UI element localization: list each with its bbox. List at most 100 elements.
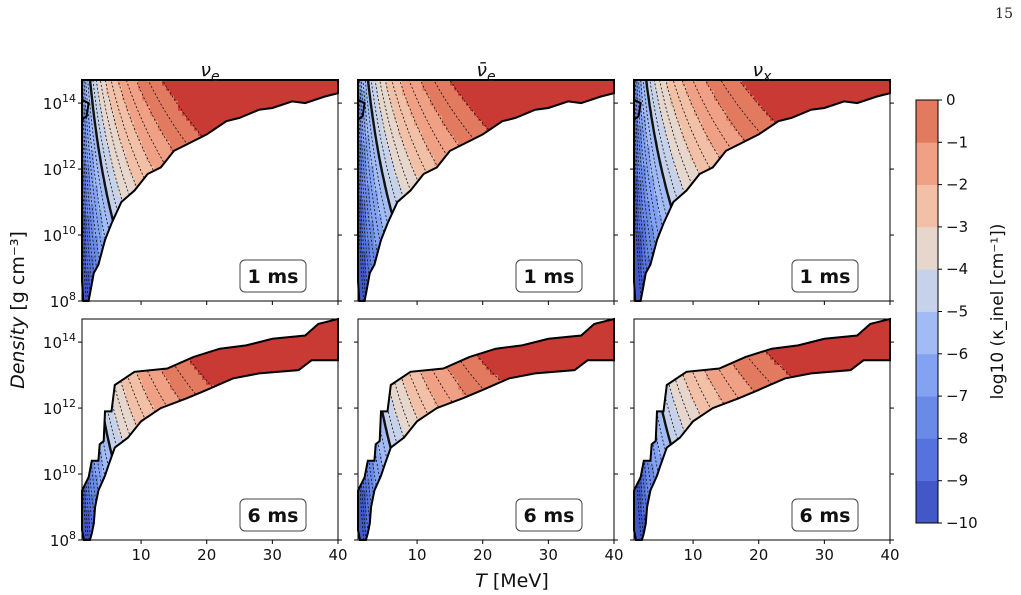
contour-line [362, 80, 403, 301]
colorbar-tick-label: −2 [946, 176, 968, 194]
contour-line [82, 80, 89, 301]
y-tick-label: 1012 [43, 397, 76, 418]
y-tick-label: 1014 [43, 92, 76, 113]
contour-line [642, 80, 697, 301]
time-badge-label: 6 ms [800, 505, 851, 527]
contour-line [82, 319, 89, 540]
domain-boundary [81, 317, 339, 541]
x-tick-label: 30 [263, 546, 282, 564]
colorbar-segment [916, 100, 938, 122]
x-tick-label: 10 [408, 546, 427, 564]
colorbar-segment [916, 417, 938, 439]
contour-line [82, 319, 98, 540]
colorbar-segment [916, 374, 938, 397]
time-badge-box [239, 498, 307, 532]
contour-line [358, 319, 370, 540]
x-tick-label: 20 [197, 546, 216, 564]
y-tick-label: 108 [50, 529, 76, 550]
contour-line [104, 80, 207, 301]
contour-line [634, 319, 645, 540]
colorbar-segment [916, 332, 938, 355]
x-tick-label: 40 [880, 546, 899, 564]
contour-line [634, 80, 648, 301]
contour-line [634, 319, 648, 540]
contour-line [110, 80, 233, 301]
contour-line [364, 80, 413, 301]
column-title: νe [200, 59, 219, 85]
domain-boundary [633, 317, 891, 541]
x-tick-label: 10 [684, 546, 703, 564]
contour-line [100, 80, 186, 301]
panel-frame [633, 79, 891, 302]
contour-line [358, 80, 373, 301]
contour-line [358, 80, 367, 301]
colorbar-segment [916, 353, 938, 376]
panel-1-1: 6 ms 10 20 30 40 [354, 317, 624, 564]
y-axis-label: Density [g cm⁻³] [7, 231, 29, 389]
panel-frame [357, 318, 615, 541]
colorbar-segment [916, 269, 938, 291]
contour-line [358, 319, 365, 540]
colorbar-tick-label: −10 [946, 514, 978, 532]
contour-line [638, 80, 677, 301]
contour-line [82, 319, 92, 540]
time-badge-box [791, 498, 859, 532]
colorbar-tick-label: −5 [946, 303, 968, 321]
y-tick-label: 1010 [43, 224, 76, 245]
x-tick-label: 10 [132, 546, 151, 564]
x-tick-label: 40 [604, 546, 623, 564]
time-badge-box [515, 498, 583, 532]
contour-line [85, 80, 121, 301]
colorbar-segment [916, 142, 938, 164]
contour-line [358, 80, 365, 301]
colorbar-segment [916, 311, 938, 334]
contour-line [449, 80, 614, 243]
contour-line [82, 80, 87, 301]
contour-line [358, 80, 370, 301]
colorbar-segment [916, 184, 938, 207]
axis-labels: T [MeV] Density [g cm⁻³] [7, 231, 549, 592]
colorbar-label: log10 (κ_inel [cm⁻¹]) [988, 224, 1008, 400]
x-tick-label: 30 [815, 546, 834, 564]
time-badge-label: 6 ms [248, 505, 299, 527]
contour-line [82, 319, 87, 540]
contour-line [642, 319, 697, 540]
colorbar: 0 −1 −2 −3 −4 −5 −6 −7 −8 −9 −10 log10 (κ_inel [cm⁻… [915, 91, 1008, 532]
contour-line [634, 80, 645, 301]
contour-line [358, 319, 367, 540]
time-badge-label: 1 ms [524, 266, 575, 288]
colorbar-segment [916, 248, 938, 270]
x-axis-label: T [MeV] [475, 570, 549, 592]
contour-line [82, 80, 103, 301]
panel-frame [357, 79, 615, 302]
panel-frame [633, 318, 891, 541]
x-tick-label: 40 [328, 546, 347, 564]
colorbar-segment [916, 121, 938, 143]
x-tick-label: 20 [473, 546, 492, 564]
contour-line [82, 80, 98, 301]
contour-line [419, 80, 614, 294]
y-tick-label: 1010 [43, 463, 76, 484]
panel-1-2: 6 ms 10 20 30 40 [630, 317, 900, 564]
column-title: ν̄e [476, 59, 495, 85]
time-badge-label: 1 ms [800, 266, 851, 288]
page-number: 15 [995, 6, 1013, 22]
column-title: νx [753, 59, 773, 85]
contour-line [87, 80, 130, 301]
panel-1-0: 6 ms 10 20 30 40 108 1010 1012 1014 [43, 317, 348, 564]
contour-line [82, 80, 92, 301]
y-tick-label: 108 [50, 290, 76, 311]
colorbar-tick-label: 0 [946, 91, 956, 109]
colorbar-tick-label: −8 [946, 429, 968, 447]
colorbar-segment [916, 226, 938, 249]
colorbar-segment [916, 459, 938, 482]
colorbar-tick-label: −4 [946, 260, 968, 278]
colorbar-tick-label: −6 [946, 345, 968, 363]
time-badge-label: 1 ms [248, 266, 299, 288]
contour-line [634, 319, 642, 540]
y-tick-label: 1014 [43, 331, 76, 352]
y-tick-label: 1012 [43, 158, 76, 179]
panel-0-0: 1 ms 108 1010 1012 1014 νe [43, 59, 342, 311]
